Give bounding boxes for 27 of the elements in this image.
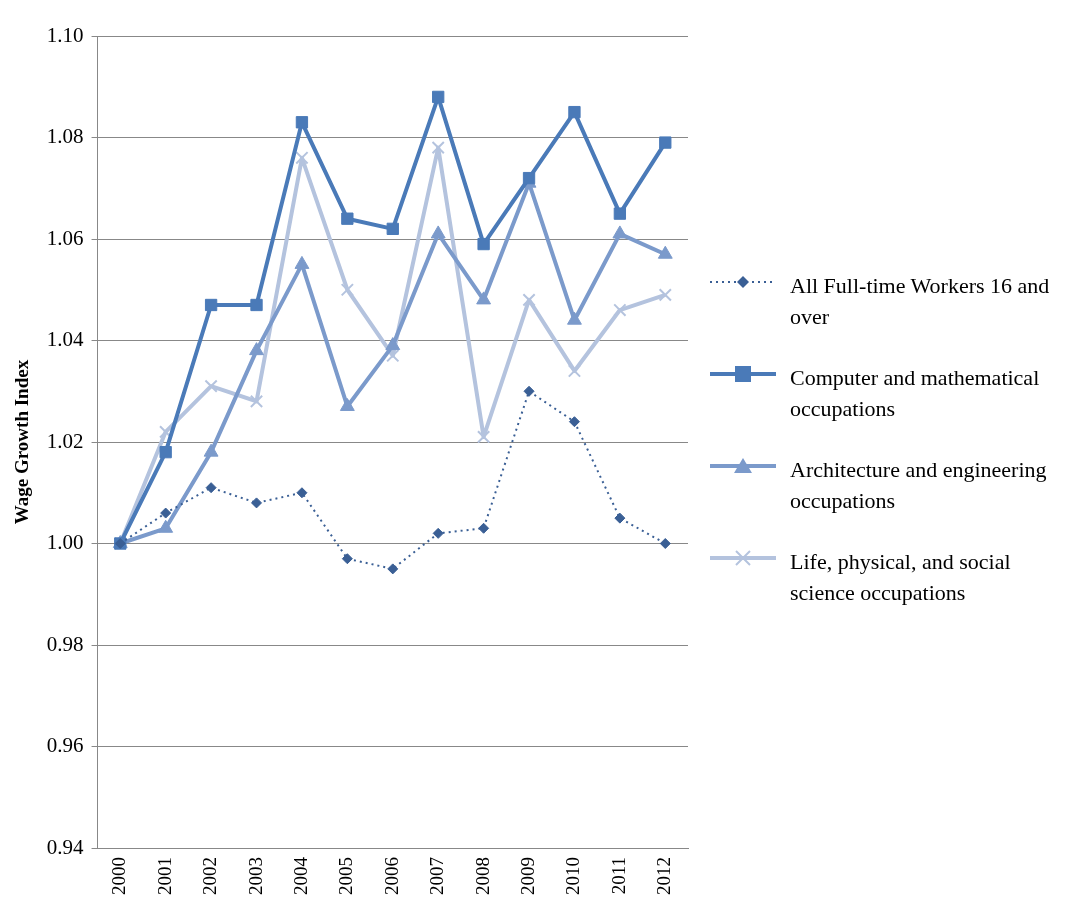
x-tick-label: 2002 bbox=[199, 857, 221, 895]
y-axis-title: Wage Growth Index bbox=[11, 359, 33, 525]
legend-label: Architecture and engineering occupations bbox=[790, 456, 1048, 515]
y-tick-label: 0.98 bbox=[46, 631, 84, 656]
x-tick-label: 2011 bbox=[607, 857, 629, 895]
x-tick-label: 2000 bbox=[108, 857, 130, 895]
x-tick-label: 2008 bbox=[471, 857, 493, 895]
x-tick-label: 2005 bbox=[335, 857, 357, 895]
x-tick-label: 2010 bbox=[562, 857, 584, 895]
y-tick-label: 1.00 bbox=[46, 530, 84, 555]
x-tick-label: 2012 bbox=[653, 857, 675, 895]
x-tick-label: 2007 bbox=[426, 857, 448, 895]
legend-label: All Full-time Workers 16 and over bbox=[790, 272, 1051, 331]
y-tick-label: 1.02 bbox=[46, 428, 84, 453]
y-tick-label: 1.06 bbox=[46, 225, 84, 250]
legend-label: Life, physical, and social science occupations bbox=[790, 548, 1012, 607]
legend-label: Computer and mathematical occupations bbox=[790, 364, 1041, 423]
x-tick-label: 2003 bbox=[244, 857, 266, 895]
y-tick-label: 1.10 bbox=[46, 22, 84, 47]
x-tick-label: 2004 bbox=[289, 856, 311, 895]
y-tick-label: 1.04 bbox=[46, 327, 85, 352]
x-tick-label: 2001 bbox=[153, 857, 175, 895]
y-tick-label: 0.94 bbox=[46, 834, 85, 859]
x-tick-label: 2006 bbox=[380, 857, 402, 895]
y-tick-label: 1.08 bbox=[46, 124, 84, 149]
x-tick-label: 2009 bbox=[517, 857, 539, 895]
y-tick-label: 0.96 bbox=[46, 733, 84, 758]
